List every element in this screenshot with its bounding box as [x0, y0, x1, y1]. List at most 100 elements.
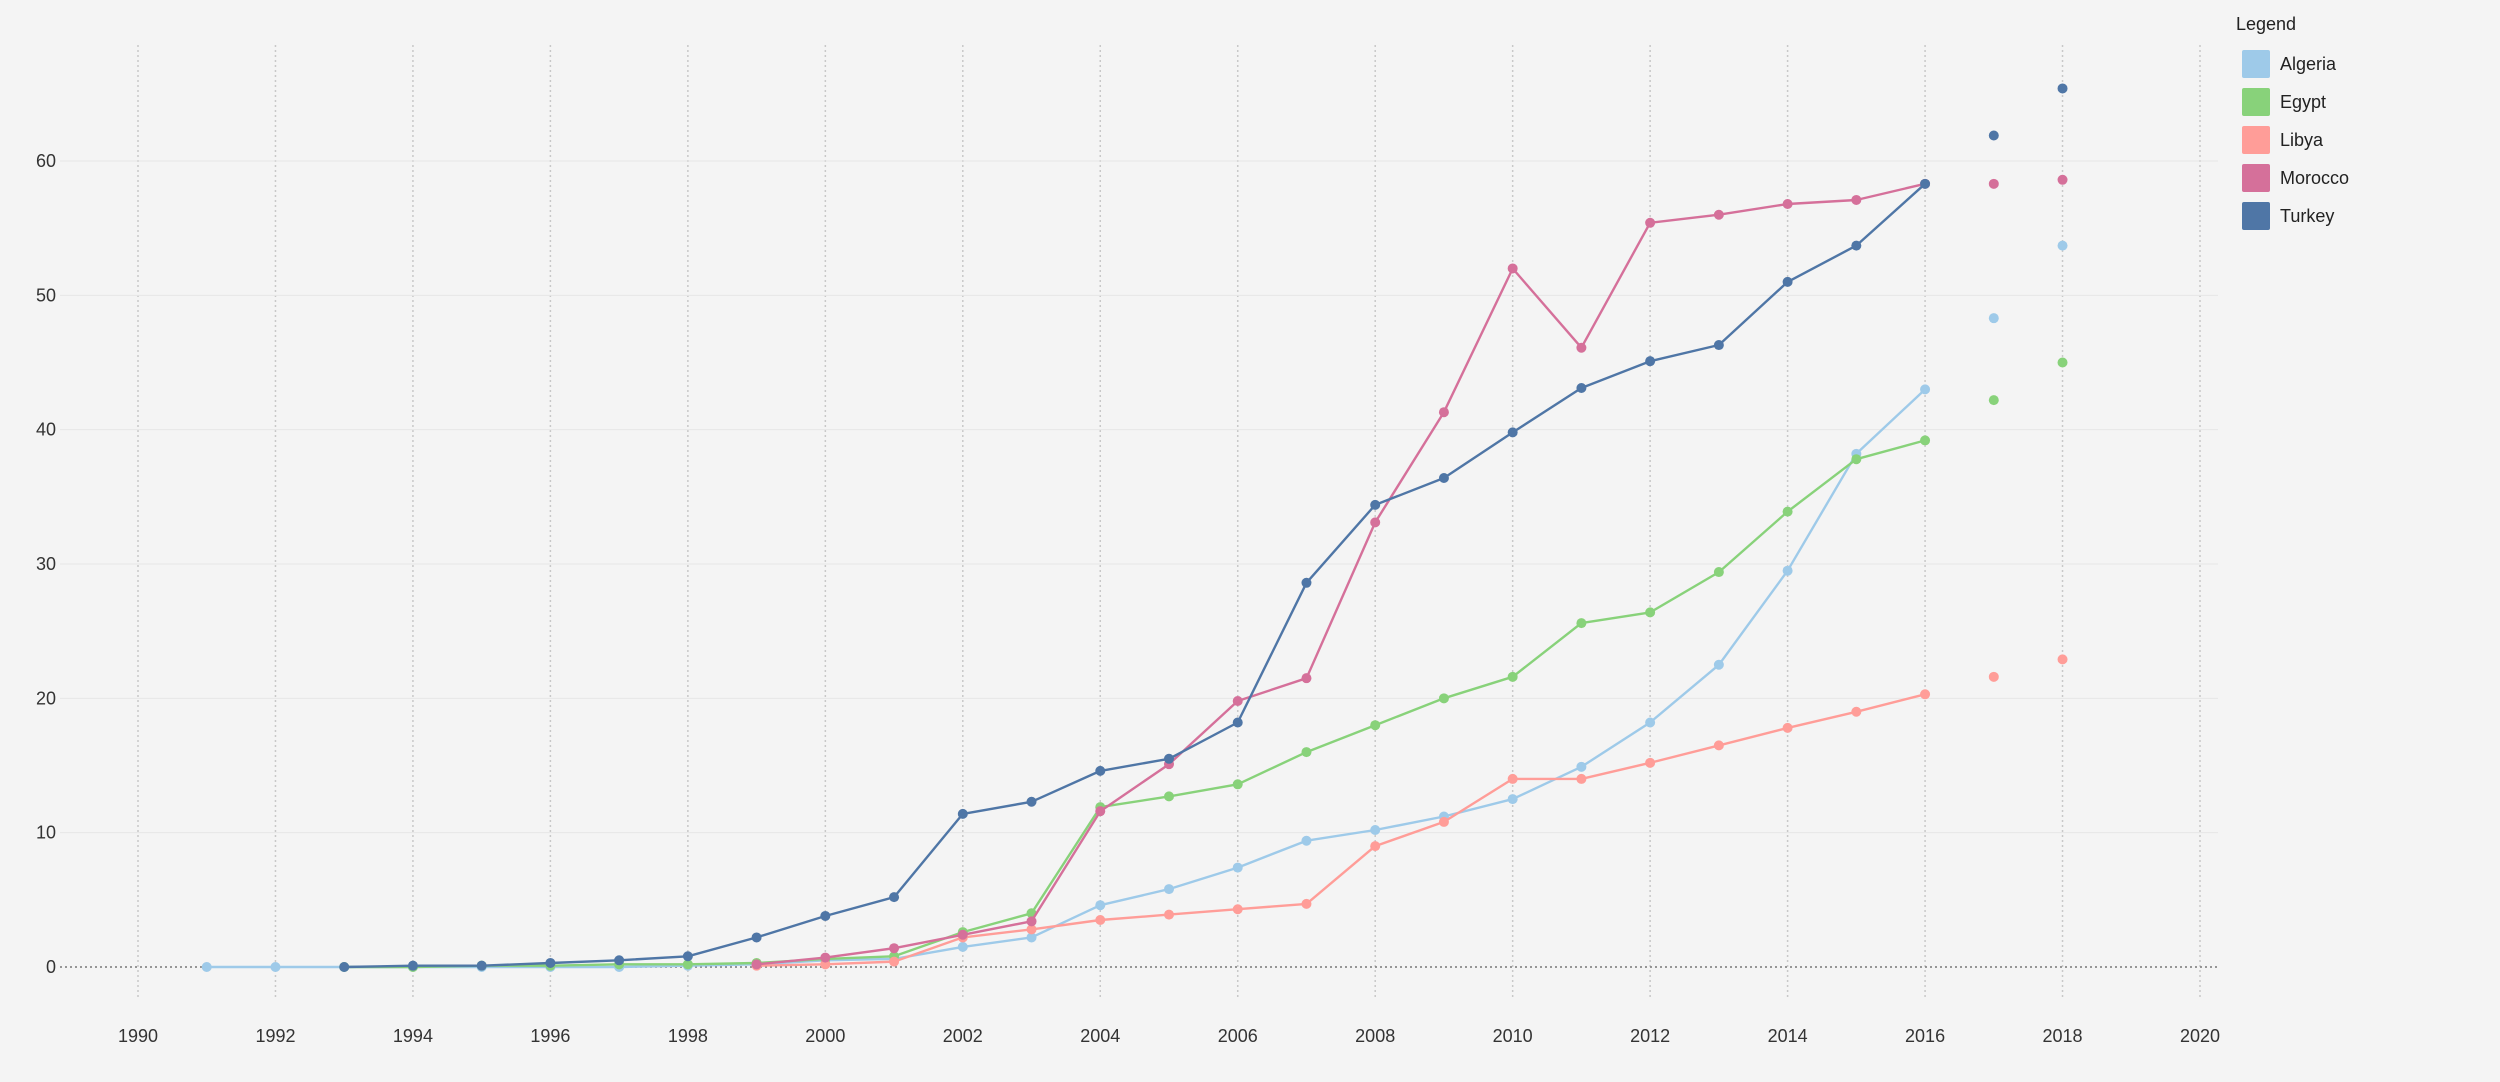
data-point-turkey[interactable]	[751, 932, 762, 943]
data-point-egypt[interactable]	[1782, 506, 1793, 517]
data-point-turkey[interactable]	[1164, 753, 1174, 764]
data-point-turkey[interactable]	[545, 957, 556, 968]
data-point-morocco[interactable]	[820, 952, 831, 963]
data-point-egypt[interactable]	[1232, 779, 1243, 790]
data-point-egypt[interactable]	[1164, 791, 1174, 802]
y-tick-label: 0	[46, 957, 56, 977]
data-point-turkey[interactable]	[614, 955, 625, 966]
data-point-morocco[interactable]	[1370, 517, 1381, 528]
data-point-turkey[interactable]	[1232, 717, 1243, 728]
data-point-egypt[interactable]	[1370, 720, 1381, 731]
data-point-libya[interactable]	[1507, 773, 1518, 784]
data-point-libya[interactable]	[1920, 689, 1931, 700]
data-point-algeria[interactable]	[1370, 824, 1381, 835]
data-point-turkey[interactable]	[820, 910, 831, 921]
data-point-algeria[interactable]	[1026, 932, 1037, 943]
data-point-algeria[interactable]	[270, 962, 281, 972]
data-point-egypt[interactable]	[682, 959, 693, 970]
data-point-egypt[interactable]	[1576, 618, 1587, 629]
data-point-morocco[interactable]	[889, 943, 900, 954]
projected-point-turkey[interactable]	[1988, 130, 1999, 141]
data-point-morocco[interactable]	[1782, 198, 1793, 209]
data-point-algeria[interactable]	[1576, 761, 1587, 772]
projected-point-morocco[interactable]	[1988, 178, 1999, 189]
data-point-libya[interactable]	[1645, 757, 1656, 768]
data-point-libya[interactable]	[1782, 722, 1793, 733]
data-point-turkey[interactable]	[1713, 340, 1724, 351]
data-point-turkey[interactable]	[957, 808, 968, 819]
data-point-turkey[interactable]	[1576, 383, 1587, 394]
data-point-libya[interactable]	[1713, 740, 1724, 751]
data-point-libya[interactable]	[1095, 914, 1106, 925]
data-point-turkey[interactable]	[1851, 240, 1862, 251]
data-point-turkey[interactable]	[1782, 276, 1793, 287]
data-point-egypt[interactable]	[1438, 693, 1449, 704]
data-point-turkey[interactable]	[682, 951, 693, 962]
data-point-morocco[interactable]	[1095, 806, 1106, 817]
data-point-turkey[interactable]	[1301, 577, 1312, 588]
data-point-morocco[interactable]	[957, 929, 968, 940]
data-point-turkey[interactable]	[1507, 427, 1518, 438]
projected-point-egypt[interactable]	[1988, 395, 1999, 406]
projected-point-egypt[interactable]	[2057, 357, 2068, 368]
data-point-algeria[interactable]	[1232, 862, 1243, 873]
data-point-libya[interactable]	[1370, 841, 1381, 852]
data-point-libya[interactable]	[1026, 924, 1037, 935]
data-point-libya[interactable]	[889, 956, 900, 967]
legend-item-egypt[interactable]: Egypt	[2236, 83, 2456, 121]
data-point-algeria[interactable]	[1507, 794, 1518, 805]
data-point-turkey[interactable]	[1026, 796, 1037, 807]
data-point-libya[interactable]	[1164, 909, 1174, 920]
projected-point-libya[interactable]	[1988, 671, 1999, 682]
data-point-algeria[interactable]	[1164, 884, 1174, 895]
legend-item-morocco[interactable]: Morocco	[2236, 159, 2456, 197]
data-point-algeria[interactable]	[1782, 565, 1793, 576]
data-point-turkey[interactable]	[407, 960, 418, 971]
legend-item-turkey[interactable]: Turkey	[2236, 197, 2456, 235]
data-point-libya[interactable]	[1438, 816, 1449, 827]
legend-item-libya[interactable]: Libya	[2236, 121, 2456, 159]
data-point-turkey[interactable]	[476, 960, 487, 971]
data-point-turkey[interactable]	[1095, 765, 1106, 776]
data-point-morocco[interactable]	[1026, 916, 1037, 927]
data-point-egypt[interactable]	[1301, 747, 1312, 758]
data-point-libya[interactable]	[1232, 904, 1243, 915]
data-point-turkey[interactable]	[1645, 356, 1656, 367]
data-point-libya[interactable]	[1576, 773, 1587, 784]
projected-point-algeria[interactable]	[2057, 240, 2068, 251]
data-point-algeria[interactable]	[201, 962, 212, 972]
data-point-egypt[interactable]	[1713, 567, 1724, 578]
data-point-turkey[interactable]	[889, 892, 900, 903]
data-point-morocco[interactable]	[1507, 263, 1518, 274]
data-point-turkey[interactable]	[1920, 178, 1931, 189]
data-point-egypt[interactable]	[1851, 454, 1862, 465]
data-point-algeria[interactable]	[1301, 835, 1312, 846]
data-point-algeria[interactable]	[957, 941, 968, 952]
data-point-algeria[interactable]	[1713, 659, 1724, 670]
data-point-morocco[interactable]	[1645, 217, 1656, 228]
data-point-libya[interactable]	[1851, 706, 1862, 717]
projected-point-libya[interactable]	[2057, 654, 2068, 665]
data-point-libya[interactable]	[1301, 898, 1312, 909]
data-point-morocco[interactable]	[1576, 342, 1587, 353]
projected-point-morocco[interactable]	[2057, 174, 2068, 185]
data-point-egypt[interactable]	[1920, 435, 1931, 446]
data-point-algeria[interactable]	[1645, 717, 1656, 728]
data-point-morocco[interactable]	[1851, 194, 1862, 205]
data-point-turkey[interactable]	[1370, 499, 1381, 510]
data-point-morocco[interactable]	[751, 959, 762, 970]
data-point-algeria[interactable]	[1920, 384, 1931, 395]
data-point-turkey[interactable]	[339, 962, 350, 972]
data-point-egypt[interactable]	[1507, 671, 1518, 682]
data-point-algeria[interactable]	[1095, 900, 1106, 911]
data-point-morocco[interactable]	[1301, 673, 1312, 684]
data-point-morocco[interactable]	[1713, 209, 1724, 220]
data-point-turkey[interactable]	[1438, 473, 1449, 484]
data-point-morocco[interactable]	[1438, 407, 1449, 418]
legend-swatch-algeria	[2242, 50, 2270, 78]
projected-point-algeria[interactable]	[1988, 313, 1999, 324]
legend-item-algeria[interactable]: Algeria	[2236, 45, 2456, 83]
data-point-egypt[interactable]	[1645, 607, 1656, 618]
projected-point-turkey[interactable]	[2057, 83, 2068, 94]
data-point-morocco[interactable]	[1232, 696, 1243, 707]
